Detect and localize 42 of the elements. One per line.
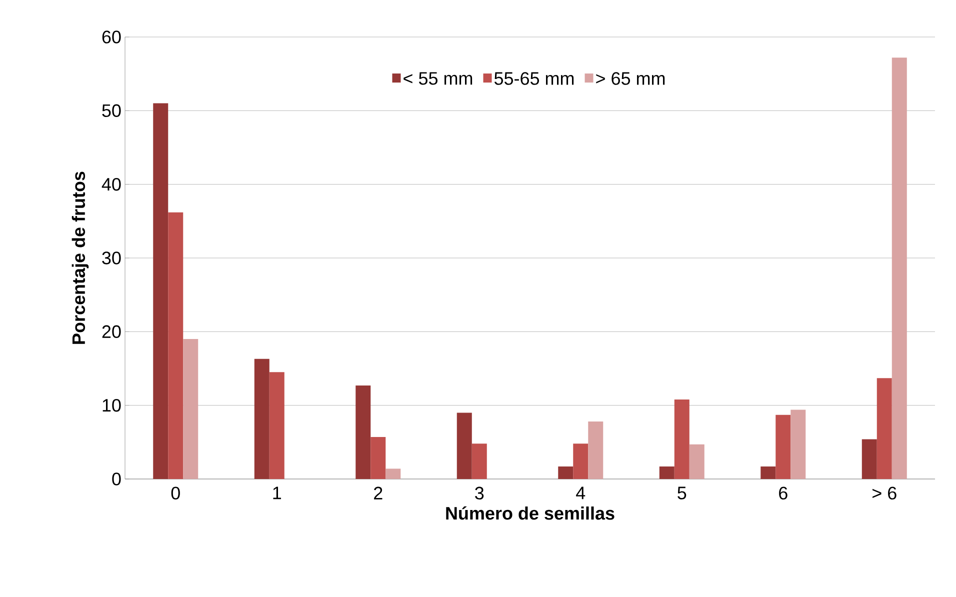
- bar: [776, 414, 791, 479]
- x-tick-label: 2: [374, 486, 382, 500]
- bar: [760, 466, 776, 479]
- bar: [588, 422, 604, 479]
- bar: [456, 412, 472, 479]
- y-tick-label: 10: [102, 398, 121, 412]
- bar: [689, 444, 704, 479]
- x-axis-title: Número de semillas: [446, 506, 614, 520]
- legend-label: 55-65 mm: [494, 72, 574, 85]
- bar: [386, 468, 401, 479]
- y-axis-title: Porcentaje de frutos: [72, 172, 89, 344]
- y-tick-label: 30: [102, 252, 121, 264]
- x-tick-label: 1: [273, 486, 281, 500]
- y-tick-label: 40: [102, 178, 121, 191]
- bar: [558, 466, 574, 479]
- y-tick-label: 20: [102, 325, 121, 338]
- bar: [153, 103, 168, 479]
- legend-label: < 55 mm: [404, 72, 472, 85]
- bar: [254, 358, 270, 479]
- bar: [356, 385, 371, 479]
- legend-label: > 65 mm: [596, 72, 665, 85]
- bar: [472, 444, 487, 479]
- bar: [168, 212, 184, 479]
- bar: [674, 399, 690, 479]
- bar: [862, 439, 877, 479]
- bar: [183, 339, 198, 479]
- x-tick-label: 4: [576, 486, 586, 500]
- x-tick-label: 6: [779, 486, 788, 500]
- bar: [269, 372, 284, 479]
- bar: [790, 410, 806, 479]
- x-tick-label: 3: [475, 486, 484, 500]
- bar: [876, 378, 892, 479]
- bar: [573, 444, 588, 479]
- y-tick-label: 50: [102, 104, 121, 118]
- x-tick-label: 5: [678, 486, 686, 500]
- y-tick-label: 60: [102, 30, 121, 44]
- x-tick-label: 0: [171, 486, 180, 500]
- bar: [370, 437, 386, 479]
- bar: [659, 466, 674, 479]
- bar: [892, 58, 907, 479]
- x-tick-label: > 6: [872, 486, 896, 500]
- y-tick-label: 0: [112, 472, 121, 486]
